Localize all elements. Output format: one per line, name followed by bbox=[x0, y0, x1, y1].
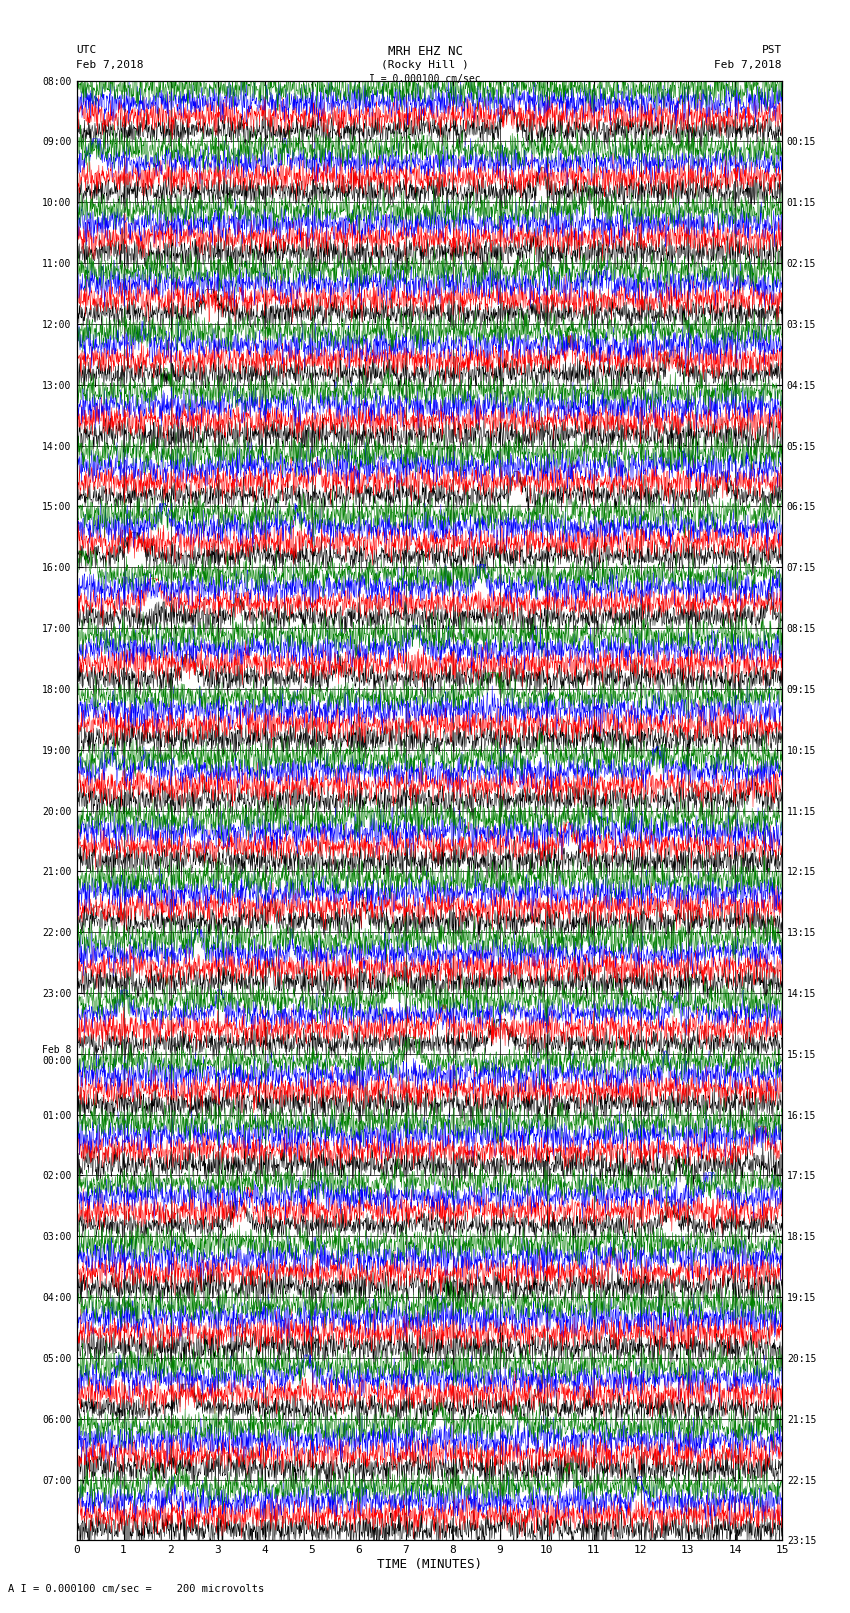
Text: (Rocky Hill ): (Rocky Hill ) bbox=[381, 60, 469, 69]
Text: MRH EHZ NC: MRH EHZ NC bbox=[388, 45, 462, 58]
Text: Feb 7,2018: Feb 7,2018 bbox=[715, 60, 782, 69]
Text: I = 0.000100 cm/sec: I = 0.000100 cm/sec bbox=[369, 74, 481, 84]
Text: PST: PST bbox=[762, 45, 782, 55]
Text: UTC: UTC bbox=[76, 45, 97, 55]
X-axis label: TIME (MINUTES): TIME (MINUTES) bbox=[377, 1558, 482, 1571]
Text: Feb 7,2018: Feb 7,2018 bbox=[76, 60, 144, 69]
Text: A I = 0.000100 cm/sec =    200 microvolts: A I = 0.000100 cm/sec = 200 microvolts bbox=[8, 1584, 264, 1594]
